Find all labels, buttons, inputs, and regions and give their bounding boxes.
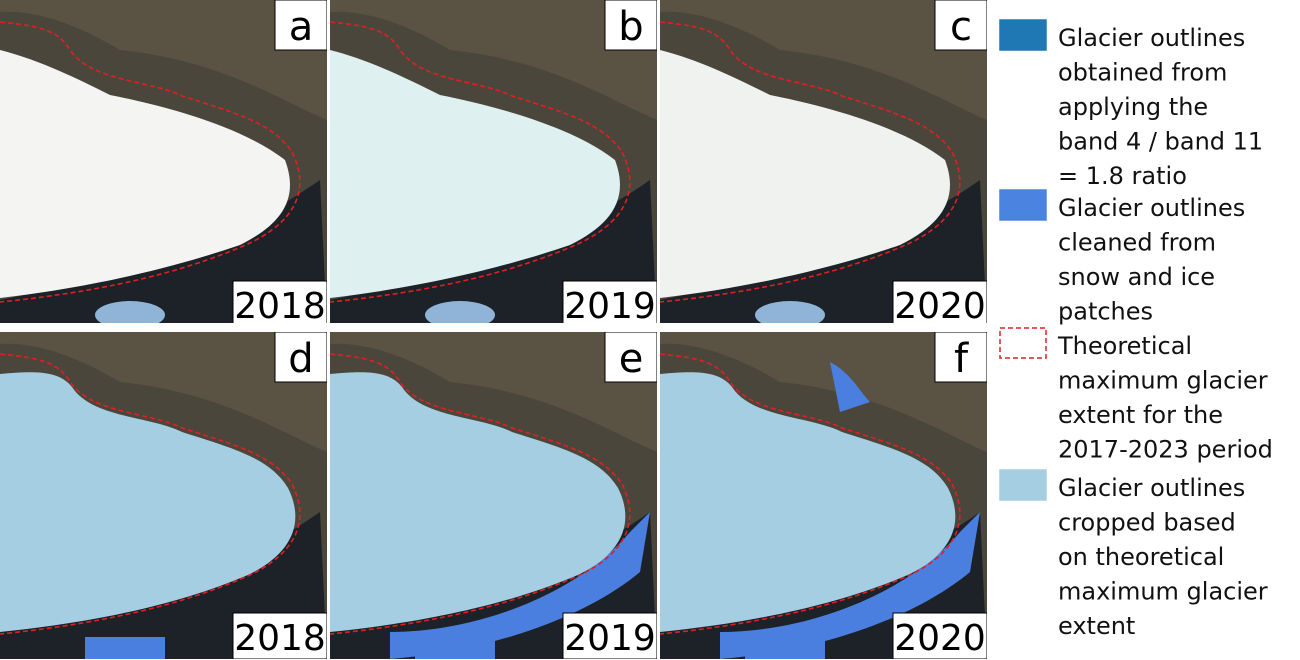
panel-letter: c	[950, 4, 972, 50]
legend-text: applying the	[1058, 93, 1208, 121]
legend-text: patches	[1058, 298, 1153, 326]
rock	[0, 0, 327, 120]
rock	[660, 332, 987, 452]
cleaned-patch	[85, 637, 165, 659]
panel-year: 2019	[564, 286, 656, 327]
cleaned-patch	[745, 637, 825, 659]
max-extent	[0, 353, 301, 635]
legend-text: band 4 / band 11	[1058, 128, 1263, 156]
rock	[330, 332, 657, 452]
max-extent	[660, 21, 961, 303]
legend-swatch	[999, 327, 1047, 359]
legend-text: cropped based	[1058, 509, 1236, 537]
glacier	[330, 50, 620, 298]
legend-swatch	[999, 189, 1047, 221]
legend-text: maximum glacier	[1058, 578, 1268, 606]
panel-letter: a	[289, 4, 314, 50]
legend-text: maximum glacier	[1058, 367, 1268, 395]
max-extent	[660, 353, 961, 635]
max-extent	[0, 21, 301, 303]
rock	[330, 0, 657, 120]
panel: a 2018	[0, 0, 327, 327]
panel-letter: d	[288, 336, 313, 382]
panel: e 2019	[330, 332, 657, 659]
panel-year: 2018	[234, 618, 326, 659]
letter-box	[274, 332, 327, 383]
letter-box	[274, 0, 327, 51]
panel: b 2019	[330, 0, 657, 327]
legend-text: Glacier outlines	[1058, 194, 1245, 222]
panel: d 2018	[0, 332, 327, 659]
legend-text: snow and ice	[1058, 263, 1215, 291]
panel-year: 2018	[234, 286, 326, 327]
letter-box	[604, 0, 657, 51]
cropped-outline	[330, 372, 626, 632]
glacier	[0, 50, 290, 298]
panel-letter: b	[618, 4, 643, 50]
legend-swatch	[999, 19, 1047, 51]
rock	[660, 0, 987, 120]
panel-letter: e	[619, 336, 644, 382]
cleaned-patch	[415, 637, 495, 659]
legend-text: Theoretical	[1057, 332, 1192, 360]
legend-text: 2017-2023 period	[1058, 436, 1273, 464]
legend-swatch	[999, 469, 1047, 501]
year-box	[562, 612, 657, 659]
panel-year: 2020	[894, 618, 986, 659]
legend-text: Glacier outlines	[1058, 24, 1245, 52]
panel-letter: f	[954, 336, 969, 382]
year-box	[562, 280, 657, 323]
ice-patch	[425, 301, 495, 323]
letter-box	[934, 332, 987, 383]
panel: c 2020	[660, 0, 987, 327]
year-box	[892, 612, 987, 659]
rock	[0, 332, 327, 452]
letter-box	[934, 0, 987, 51]
panel: f 2020	[660, 332, 987, 659]
glacier	[660, 50, 950, 298]
ice-patch	[755, 301, 825, 323]
panel-year: 2019	[564, 618, 656, 659]
cropped-outline	[0, 372, 296, 632]
legend-text: extent for the	[1058, 401, 1223, 429]
ice-patch	[95, 301, 165, 323]
max-extent	[330, 353, 631, 635]
year-box	[892, 280, 987, 323]
legend-text: extent	[1058, 612, 1135, 640]
panel-year: 2020	[894, 286, 986, 327]
legend-text: obtained from	[1058, 59, 1227, 87]
legend-text: cleaned from	[1058, 229, 1216, 257]
legend-text: Glacier outlines	[1058, 474, 1245, 502]
cleaned-patch	[830, 362, 870, 412]
letter-box	[604, 332, 657, 383]
legend-text: = 1.8 ratio	[1058, 162, 1187, 190]
cropped-outline	[660, 372, 956, 632]
year-box	[232, 280, 327, 323]
max-extent	[330, 21, 631, 303]
legend-text: on theoretical	[1058, 543, 1224, 571]
year-box	[232, 612, 327, 659]
